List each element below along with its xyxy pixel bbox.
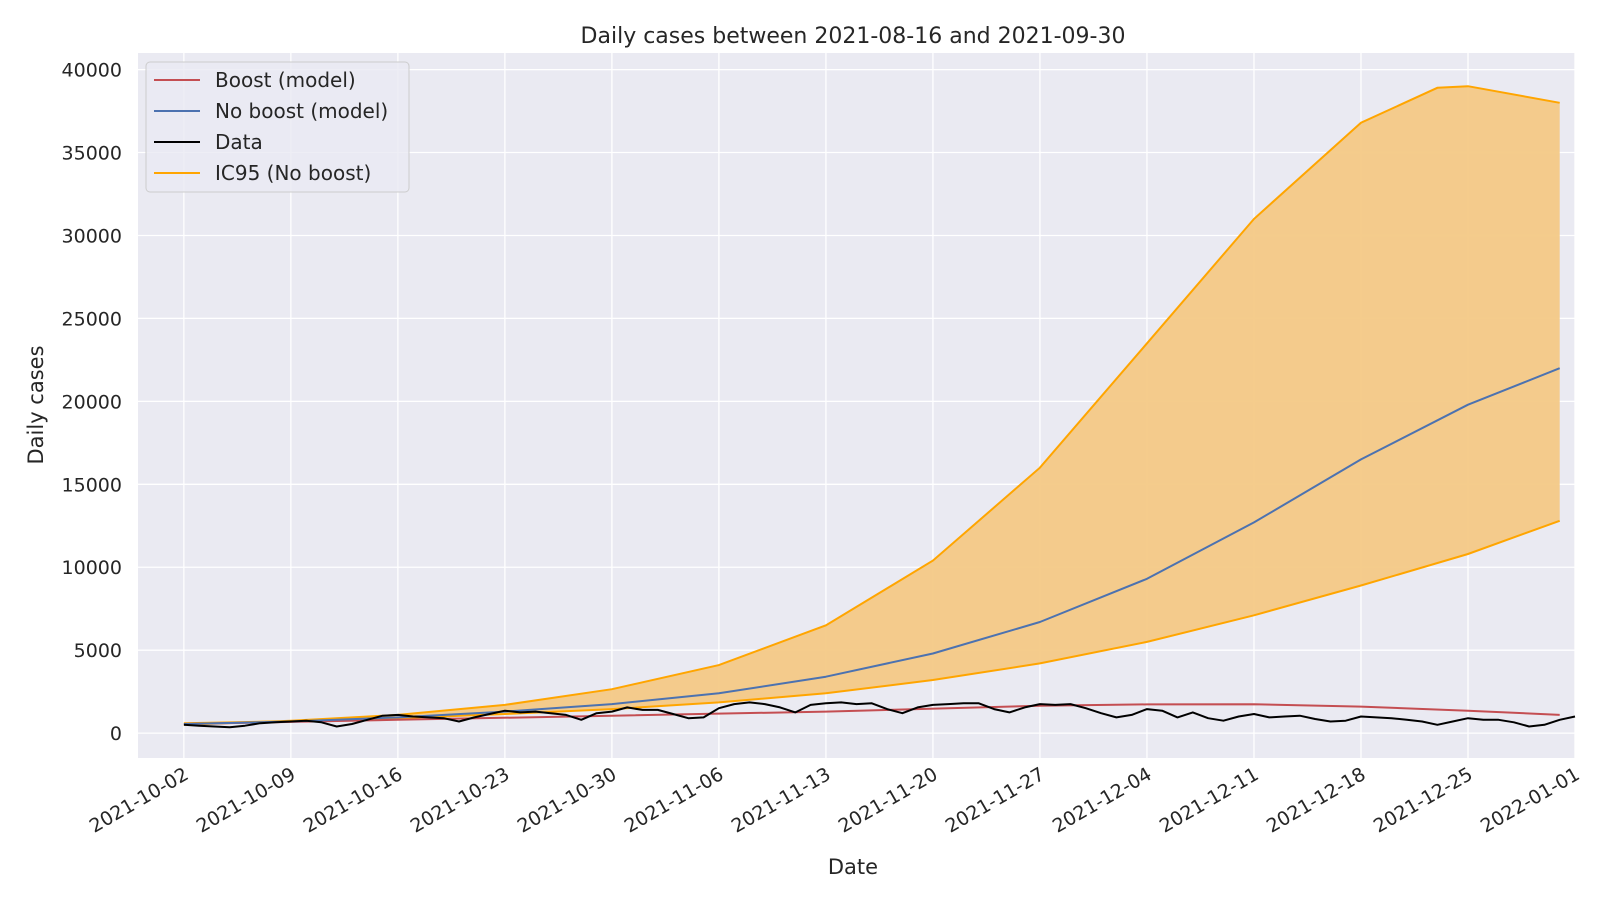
series-line-data bbox=[183, 701, 1576, 729]
y-tick-label: 0 bbox=[110, 723, 122, 745]
legend-label-data: Data bbox=[215, 130, 263, 154]
x-tick-label: 2021-10-30 bbox=[514, 763, 621, 837]
y-tick-label: 30000 bbox=[62, 225, 122, 247]
x-tick-label: 2021-12-11 bbox=[1156, 763, 1263, 837]
x-axis-ticks: 2021-10-02 2021-10-09 2021-10-16 2021-10-23… bbox=[86, 763, 1584, 837]
x-tick-label: 2021-10-16 bbox=[300, 763, 407, 837]
y-tick-label: 25000 bbox=[62, 308, 122, 330]
legend-label-ic95: IC95 (No boost) bbox=[215, 161, 371, 185]
x-tick-label: 2021-11-13 bbox=[728, 763, 835, 837]
x-tick-label: 2021-10-23 bbox=[407, 763, 514, 837]
chart-title: Daily cases between 2021-08-16 and 2021-… bbox=[581, 24, 1126, 49]
x-tick-label: 2021-10-09 bbox=[193, 763, 300, 837]
series-lines bbox=[183, 367, 1576, 729]
x-tick-label: 2021-12-25 bbox=[1370, 763, 1477, 837]
y-tick-label: 5000 bbox=[74, 640, 122, 662]
ic95-band-fill bbox=[183, 86, 1560, 725]
x-tick-label: 2021-11-06 bbox=[621, 763, 728, 837]
x-tick-label: 2021-11-20 bbox=[835, 763, 942, 837]
legend-label-no-boost: No boost (model) bbox=[215, 99, 388, 123]
legend-label-boost: Boost (model) bbox=[215, 68, 356, 92]
y-tick-label: 15000 bbox=[62, 474, 122, 496]
x-tick-label: 2022-01-01 bbox=[1477, 763, 1584, 837]
y-tick-label: 40000 bbox=[62, 60, 122, 82]
y-axis-label: Daily cases bbox=[24, 345, 48, 464]
y-tick-label: 35000 bbox=[62, 143, 122, 165]
legend: Boost (model) No boost (model) Data IC95… bbox=[145, 61, 410, 193]
y-tick-label: 10000 bbox=[62, 557, 122, 579]
x-tick-label: 2021-12-04 bbox=[1049, 763, 1156, 837]
legend-box bbox=[145, 61, 410, 193]
x-tick-label: 2021-11-27 bbox=[942, 763, 1049, 837]
x-tick-label: 2021-10-02 bbox=[86, 763, 193, 837]
x-tick-label: 2021-12-18 bbox=[1263, 763, 1370, 837]
ic95-upper-line bbox=[183, 85, 1560, 726]
x-axis-label: Date bbox=[828, 855, 878, 879]
series-line-boost-model bbox=[183, 703, 1560, 725]
y-axis-ticks: 0 5000 10000 15000 20000 25000 30000 35000 40000 bbox=[62, 60, 122, 746]
y-tick-label: 20000 bbox=[62, 391, 122, 413]
